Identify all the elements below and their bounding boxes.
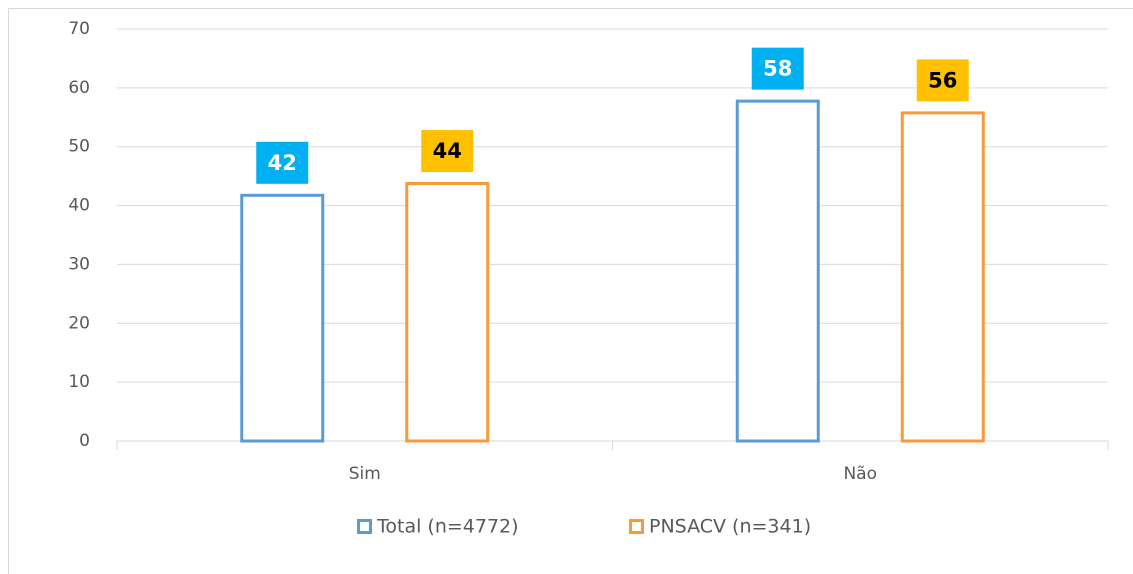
y-tick-label: 30 [68,254,90,274]
x-tick-label: Não [843,464,877,484]
chart-border [8,8,1133,574]
legend-label: Total (n=4772) [376,516,519,538]
y-tick-label: 10 [68,372,90,392]
y-tick-label: 70 [68,19,90,39]
y-tick-label: 60 [68,78,90,98]
y-tick-label: 0 [79,431,90,451]
value-label: 56 [928,68,957,92]
value-label-box [421,130,474,173]
value-label-box [916,59,969,102]
legend-swatch [357,519,372,534]
value-label: 42 [268,151,297,175]
value-label-box [751,47,804,90]
bar [900,111,985,443]
bar [735,99,820,443]
y-tick-label: 40 [68,196,90,216]
value-label-box [256,141,309,184]
value-label: 58 [763,57,792,81]
legend-label: PNSACV (n=341) [649,516,811,538]
bar [240,193,325,443]
legend-swatch [629,519,644,534]
x-tick-label: Sim [349,464,381,484]
y-tick-label: 50 [68,137,90,157]
y-tick-label: 20 [68,313,90,333]
bar [405,182,490,443]
value-label: 44 [433,139,462,163]
